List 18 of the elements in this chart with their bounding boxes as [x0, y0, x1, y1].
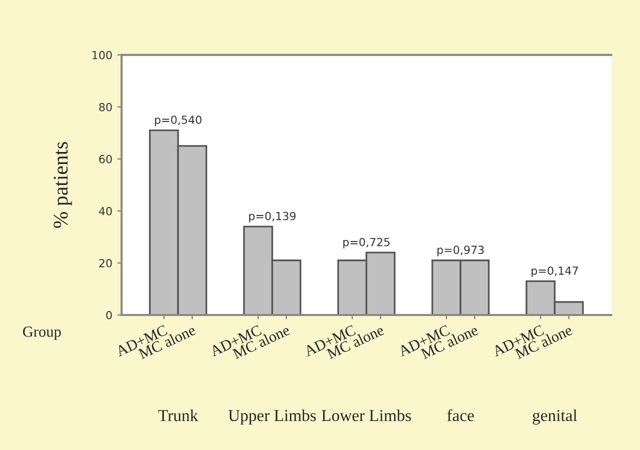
y-tick-label: 40 — [98, 206, 112, 216]
y-tick-label: 100 — [92, 50, 112, 60]
y-tick-label: 60 — [99, 154, 112, 164]
annotation: p=0,139 — [249, 212, 296, 222]
annotation: p=0,540 — [155, 116, 202, 126]
y-tick-label: 20 — [99, 258, 112, 268]
x-tick-label: face — [447, 409, 474, 422]
x-tick-label: Lower Limbs — [322, 409, 411, 422]
x-tick-label: genital — [532, 409, 578, 425]
annotation: p=0,725 — [343, 238, 390, 248]
x-tick-label: Trunk — [158, 409, 198, 422]
x-tick-label: Upper Limbs — [228, 409, 316, 425]
annotation: p=0,973 — [437, 246, 484, 256]
y-axis-title: % patients — [54, 142, 72, 228]
annotation: p=0,147 — [532, 266, 578, 278]
text: Group — [23, 326, 61, 340]
y-tick-label: 0 — [106, 310, 112, 320]
y-tick-label: 80 — [99, 102, 112, 112]
